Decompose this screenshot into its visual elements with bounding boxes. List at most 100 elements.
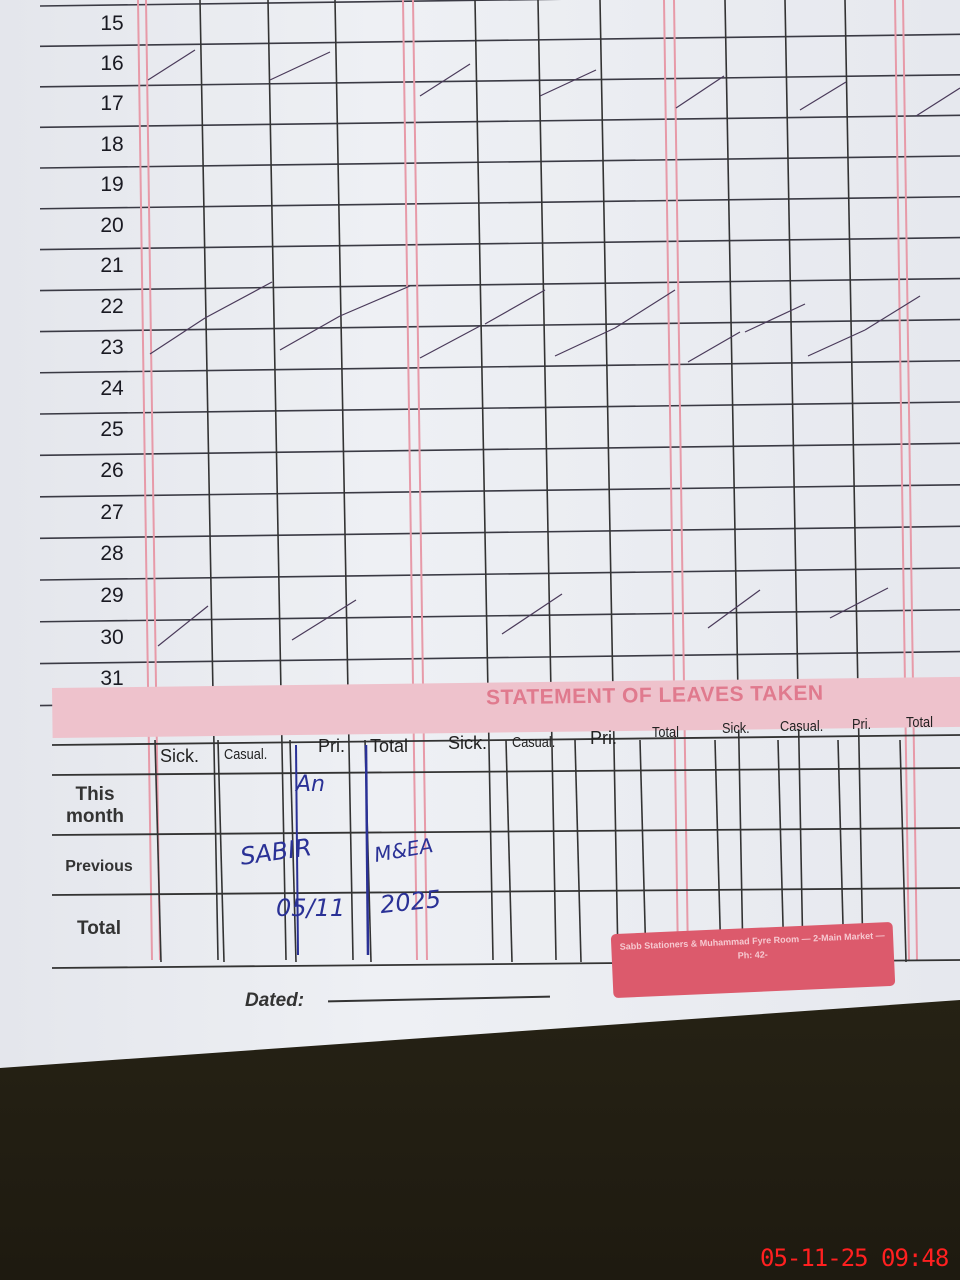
grid-column-line xyxy=(474,0,494,961)
diagonal-mark xyxy=(799,81,847,111)
stationer-stamp: Sabb Stationers & Muhammad Fyre Room — 2… xyxy=(610,921,896,999)
grid-row-line xyxy=(39,525,960,540)
row-label: This month xyxy=(65,784,125,827)
pink-column-rule xyxy=(663,0,679,961)
day-number: 30 xyxy=(100,625,124,649)
day-number: 20 xyxy=(100,213,124,237)
diagonal-mark xyxy=(864,295,921,331)
day-number: 15 xyxy=(100,12,124,35)
ink-column-line xyxy=(364,744,370,956)
diagonal-mark xyxy=(614,289,676,329)
column-header: Total xyxy=(370,736,409,756)
column-header: Sick. xyxy=(448,733,488,753)
grid-column-line xyxy=(267,0,287,961)
statement-column-line xyxy=(289,739,297,963)
day-number: 31 xyxy=(100,667,124,691)
column-header: Total xyxy=(652,724,679,741)
photo-timestamp: 05-11-25 09:48 xyxy=(760,1244,949,1272)
pink-column-rule xyxy=(902,0,918,961)
grid-column-line xyxy=(784,0,804,961)
day-number: 21 xyxy=(100,254,124,278)
diagonal-mark xyxy=(339,285,411,317)
grid-row-line xyxy=(39,442,960,457)
grid-row-line xyxy=(39,114,960,129)
diagonal-mark xyxy=(291,599,357,641)
dated-label: Dated: xyxy=(245,990,305,1011)
column-header: Pri. xyxy=(590,728,617,748)
grid-row-line xyxy=(39,33,960,48)
grid-row-line xyxy=(39,277,960,292)
grid-column-line xyxy=(724,0,744,961)
ink-column-line xyxy=(295,744,299,956)
grid-row-line xyxy=(39,318,960,333)
diagonal-mark xyxy=(915,87,960,117)
diagonal-mark xyxy=(204,281,273,319)
statement-column-line xyxy=(574,739,582,963)
diagonal-mark xyxy=(707,589,761,629)
grid-row-line xyxy=(39,195,960,210)
statement-column-line xyxy=(217,739,225,963)
row-label: Previous xyxy=(65,858,133,875)
diagonal-mark xyxy=(149,317,206,355)
statement-row-line xyxy=(51,887,960,896)
day-number: 28 xyxy=(100,542,124,566)
column-header: Total xyxy=(906,714,933,731)
grid-row-line xyxy=(39,401,960,415)
grid-column-line xyxy=(199,0,219,961)
grid-column-line xyxy=(599,0,619,961)
statement-column-line xyxy=(154,739,162,963)
day-number: 23 xyxy=(100,335,124,359)
column-header: Pri. xyxy=(852,716,872,733)
statement-column-line xyxy=(714,739,722,963)
statement-title: STATEMENT OF LEAVES TAKEN xyxy=(485,681,824,710)
diagonal-mark xyxy=(501,593,563,635)
diagonal-mark xyxy=(687,331,741,363)
pink-column-rule xyxy=(894,0,910,961)
grid-row-line xyxy=(39,567,960,581)
pink-column-rule xyxy=(412,0,428,961)
diagonal-mark xyxy=(554,327,616,357)
statement-column-line xyxy=(639,739,647,963)
pink-column-rule xyxy=(137,0,153,961)
grid-row-line xyxy=(39,484,960,498)
day-number: 19 xyxy=(100,172,124,196)
column-header: Casual. xyxy=(780,718,824,735)
diagonal-mark xyxy=(279,315,341,351)
diagonal-mark xyxy=(419,325,481,359)
day-number: 24 xyxy=(100,376,124,400)
statement-row-line xyxy=(51,827,960,836)
diagonal-mark xyxy=(269,51,331,81)
day-number: 25 xyxy=(100,418,124,441)
grid-row-line xyxy=(39,236,960,251)
grid-column-line xyxy=(537,0,557,961)
diagonal-mark xyxy=(807,329,866,357)
day-number: 27 xyxy=(100,500,124,524)
diagonal-mark xyxy=(419,63,471,97)
grid-row-line xyxy=(39,155,960,169)
statement-column-line xyxy=(777,739,785,963)
diagonal-mark xyxy=(484,289,546,325)
statement-column-line xyxy=(899,739,907,963)
statement-row-line xyxy=(51,767,960,776)
grid-row-line xyxy=(39,0,562,7)
grid-row-line xyxy=(39,74,960,88)
day-number: 17 xyxy=(100,92,124,116)
diagonal-mark xyxy=(744,303,806,333)
day-number: 18 xyxy=(100,132,124,156)
column-header: Sick. xyxy=(722,720,750,737)
column-header: Pri. xyxy=(318,736,345,756)
day-number: 26 xyxy=(100,459,124,483)
column-header: Casual. xyxy=(224,746,268,763)
diagonal-mark xyxy=(539,69,597,97)
grid-column-line xyxy=(334,0,354,961)
diagonal-mark xyxy=(829,587,889,619)
pink-column-rule xyxy=(145,0,161,961)
grid-row-line xyxy=(39,608,960,623)
diagonal-mark xyxy=(157,605,209,647)
diagonal-mark xyxy=(147,49,196,81)
pink-column-rule xyxy=(402,0,418,961)
handwritten-initials: An xyxy=(296,772,325,797)
diagonal-mark xyxy=(675,75,725,109)
pink-column-rule xyxy=(673,0,689,961)
